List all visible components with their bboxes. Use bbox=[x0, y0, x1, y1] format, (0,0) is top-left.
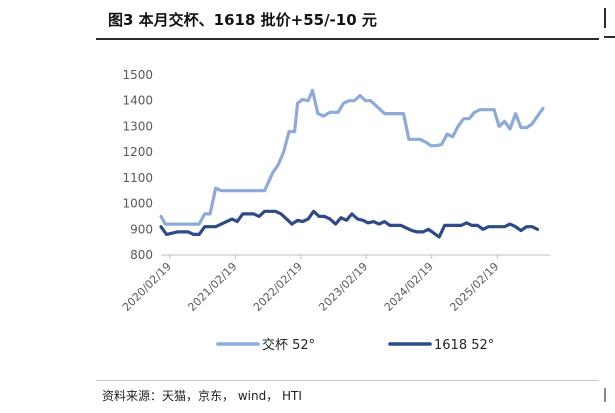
adjacent-source-stroke bbox=[604, 388, 606, 402]
figure-title-bar: 图3 本月交杯、1618 批价+55/-10 元 bbox=[96, 0, 599, 40]
y-tick-label: 1400 bbox=[122, 94, 153, 108]
y-tick-label: 1500 bbox=[122, 68, 153, 82]
y-tick-label: 1300 bbox=[122, 119, 153, 133]
series-line-jiaobei bbox=[159, 88, 545, 226]
legend-label-1618: 1618 52° bbox=[434, 338, 494, 353]
y-tick-label: 1000 bbox=[122, 197, 153, 211]
adjacent-figure-edge bbox=[604, 0, 615, 413]
figure-title: 图3 本月交杯、1618 批价+55/-10 元 bbox=[108, 11, 377, 29]
y-tick-label: 1200 bbox=[122, 145, 153, 159]
legend-label-jiaobei: 交杯 52° bbox=[262, 337, 315, 353]
x-tick-label: 2022/02/19 bbox=[251, 260, 305, 314]
y-tick-label: 900 bbox=[130, 222, 153, 236]
price-line-chart: 800 900 1000 1100 1200 1300 1400 1500 2020/02/19… bbox=[120, 68, 550, 353]
x-tick-label: 2023/02/19 bbox=[316, 260, 370, 314]
x-tick-label: 2021/02/19 bbox=[185, 260, 239, 314]
x-tick-label: 2020/02/19 bbox=[120, 260, 174, 314]
y-tick-label: 800 bbox=[130, 248, 153, 262]
series-line-1618 bbox=[159, 209, 540, 239]
x-tick-label: 2025/02/19 bbox=[447, 260, 501, 314]
adjacent-title-stroke bbox=[604, 8, 606, 28]
source-note: 资料来源：天猫，京东， wind， HTI bbox=[102, 389, 302, 403]
y-tick-label: 1100 bbox=[122, 171, 153, 185]
adjacent-title-rule bbox=[604, 36, 615, 38]
x-tick-label: 2024/02/19 bbox=[382, 260, 436, 314]
source-divider bbox=[96, 380, 599, 381]
